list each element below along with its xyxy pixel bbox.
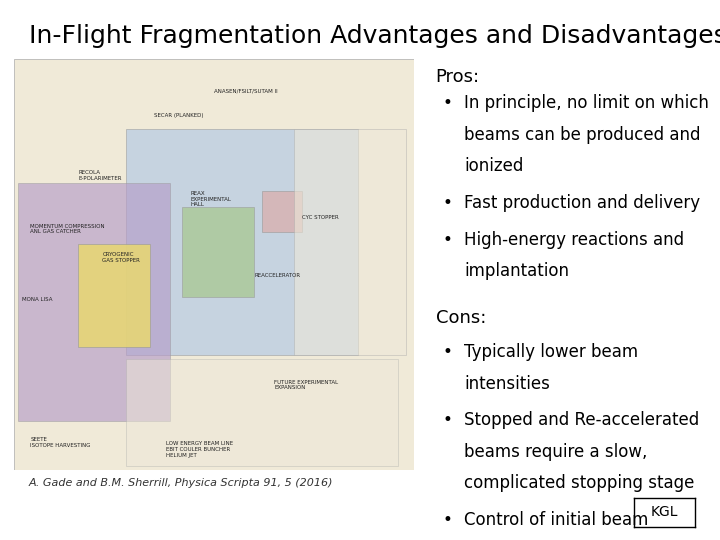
Text: SECAR (PLANKED): SECAR (PLANKED)	[154, 113, 204, 118]
Bar	[126, 359, 398, 465]
Text: ionized: ionized	[464, 157, 523, 175]
Text: REAX
EXPERIMENTAL
HALL: REAX EXPERIMENTAL HALL	[190, 191, 231, 207]
Bar	[19, 183, 170, 421]
Bar	[182, 207, 254, 298]
Text: Pros:: Pros:	[436, 68, 480, 85]
Text: •: •	[443, 511, 453, 529]
Text: •: •	[443, 411, 453, 429]
Text: •: •	[443, 194, 453, 212]
Bar	[262, 191, 302, 232]
Text: High-energy reactions and: High-energy reactions and	[464, 231, 685, 248]
Text: implantation: implantation	[464, 262, 570, 280]
Bar	[126, 129, 358, 355]
Text: LOW ENERGY BEAM LINE
EBIT COULER BUNCHER
HELIUM JET: LOW ENERGY BEAM LINE EBIT COULER BUNCHER…	[166, 441, 233, 458]
Bar	[294, 129, 406, 355]
Text: beams can be produced and: beams can be produced and	[464, 126, 701, 144]
Text: CYC STOPPER: CYC STOPPER	[302, 215, 339, 220]
Text: Stopped and Re-accelerated: Stopped and Re-accelerated	[464, 411, 700, 429]
Text: intensities: intensities	[464, 375, 550, 393]
Text: REACCELERATOR: REACCELERATOR	[254, 273, 300, 278]
Text: FUTURE EXPERIMENTAL
EXPANSION: FUTURE EXPERIMENTAL EXPANSION	[274, 380, 338, 390]
Text: CRYOGENIC
GAS STOPPER: CRYOGENIC GAS STOPPER	[102, 252, 140, 263]
Text: Typically lower beam: Typically lower beam	[464, 343, 639, 361]
Text: beams require a slow,: beams require a slow,	[464, 443, 648, 461]
Text: •: •	[443, 94, 453, 112]
Text: KGL: KGL	[650, 505, 678, 519]
Text: ANASEN/FSILT/SUTAM II: ANASEN/FSILT/SUTAM II	[215, 88, 278, 93]
Text: complicated stopping stage: complicated stopping stage	[464, 474, 695, 492]
Text: RECOLA
E-POLARIMETER: RECOLA E-POLARIMETER	[78, 170, 122, 181]
Text: MOMENTUM COMPRESSION
ANL GAS CATCHER: MOMENTUM COMPRESSION ANL GAS CATCHER	[30, 224, 105, 234]
Text: •: •	[443, 343, 453, 361]
Text: Control of initial beam: Control of initial beam	[464, 511, 649, 529]
Text: A. Gade and B.M. Sherrill, Physica Scripta 91, 5 (2016): A. Gade and B.M. Sherrill, Physica Scrip…	[29, 478, 333, 488]
Text: Fast production and delivery: Fast production and delivery	[464, 194, 701, 212]
Text: In-Flight Fragmentation Advantages and Disadvantages: In-Flight Fragmentation Advantages and D…	[29, 24, 720, 48]
Bar	[78, 244, 150, 347]
Text: Cons:: Cons:	[436, 309, 486, 327]
Text: •: •	[443, 231, 453, 248]
Text: MONA LISA: MONA LISA	[22, 298, 53, 302]
Text: SEETE
ISOTOPE HARVESTING: SEETE ISOTOPE HARVESTING	[30, 437, 91, 448]
Text: In principle, no limit on which: In principle, no limit on which	[464, 94, 709, 112]
